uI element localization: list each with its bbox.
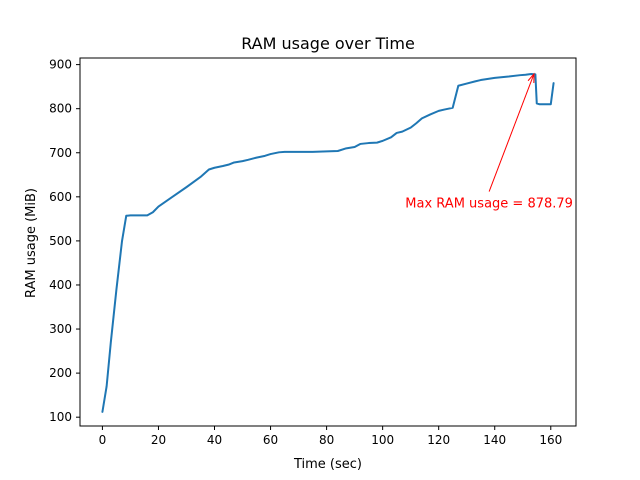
- y-tick-label: 700: [49, 146, 72, 160]
- x-tick-label: 120: [427, 433, 450, 447]
- y-tick-label: 600: [49, 190, 72, 204]
- y-tick-label: 300: [49, 322, 72, 336]
- x-tick-label: 40: [207, 433, 222, 447]
- plot-area: 0 20 40 60 80 100 120 140 160 100 200 300 400 500 600 7…: [49, 57, 577, 447]
- annotation-arrowhead: [527, 72, 535, 83]
- x-tick-label: 60: [263, 433, 278, 447]
- y-axis-label: RAM usage (MiB): [24, 188, 39, 298]
- x-axis-label: Time (sec): [293, 457, 362, 472]
- y-tick-label: 200: [49, 366, 72, 380]
- series-line-0: [101, 72, 555, 413]
- y-tick-label: 100: [49, 410, 72, 424]
- x-tick-label: 20: [151, 433, 166, 447]
- x-tick-label: 160: [539, 433, 562, 447]
- x-tick-label: 80: [319, 433, 334, 447]
- annotation-label: Max RAM usage = 878.79: [405, 197, 573, 212]
- y-tick-label: 400: [49, 278, 72, 292]
- x-tick-label: 100: [371, 433, 394, 447]
- annotation-arrow: [488, 73, 535, 192]
- x-tick-label: 140: [483, 433, 506, 447]
- y-tick-label: 500: [49, 234, 72, 248]
- axes-frame: [79, 57, 577, 427]
- chart-title: RAM usage over Time: [241, 34, 415, 53]
- y-tick-label: 800: [49, 102, 72, 116]
- y-tick-label: 900: [49, 58, 72, 72]
- x-tick-label: 0: [99, 433, 107, 447]
